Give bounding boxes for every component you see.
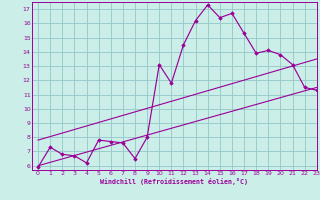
X-axis label: Windchill (Refroidissement éolien,°C): Windchill (Refroidissement éolien,°C) [100,178,248,185]
